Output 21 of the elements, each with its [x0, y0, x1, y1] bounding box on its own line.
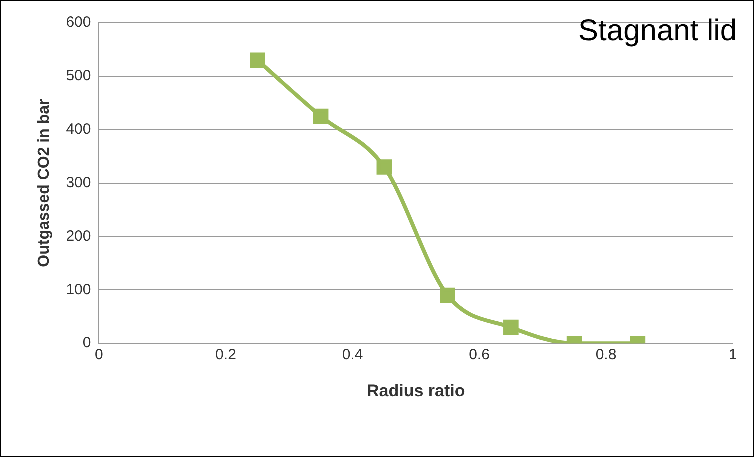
x-tick-label: 0.6 [469, 346, 490, 364]
x-tick-label: 0.8 [596, 346, 617, 364]
y-tick-label: 200 [66, 228, 92, 245]
point [376, 160, 392, 175]
x-tick-label: 0.2 [216, 346, 236, 364]
x-tick-label: 0.4 [342, 346, 364, 364]
point [504, 320, 519, 336]
point [250, 52, 266, 68]
y-tick-label: 400 [66, 121, 92, 138]
point [440, 288, 456, 304]
x-axis-title: Radius ratio [366, 381, 466, 400]
x-tick-label: 1 [728, 346, 738, 364]
y-tick-label: 600 [66, 14, 92, 32]
y-axis-title: Outgassed CO2 in bar [36, 99, 54, 268]
y-tick-label: 500 [66, 68, 92, 85]
y-tick-label: 100 [66, 281, 92, 298]
point [313, 108, 329, 124]
y-tick-label: 300 [66, 174, 92, 192]
y-tick-label: 0 [82, 334, 92, 352]
x-tick-label: 0 [95, 346, 104, 364]
annotation: Stagnant lid [578, 14, 737, 48]
